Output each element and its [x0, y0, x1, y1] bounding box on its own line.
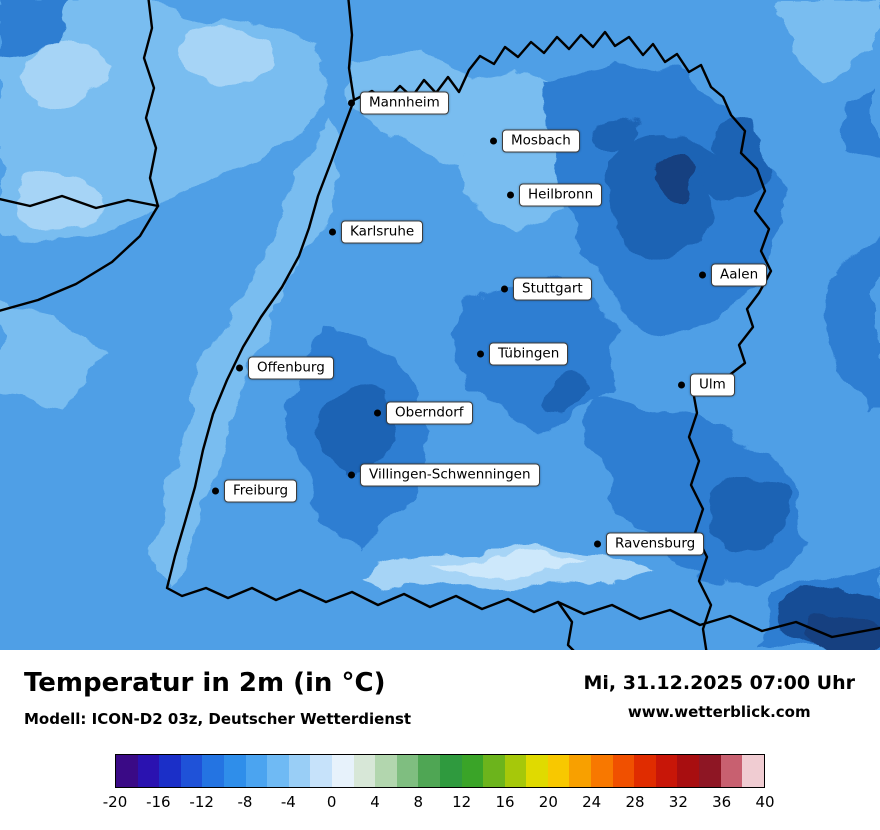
legend-color-segment [245, 755, 268, 787]
state-borders [0, 0, 880, 650]
city-dot-icon [501, 285, 508, 293]
city-label: Karlsruhe [341, 220, 424, 244]
model-info: Modell: ICON-D2 03z, Deutscher Wetterdie… [24, 710, 412, 728]
city-marker-ravensburg: Ravensburg [594, 532, 705, 556]
legend-color-segment [396, 755, 419, 787]
legend-tick: 0 [326, 793, 337, 811]
city-marker-villingen-schwenningen: Villingen-Schwenningen [348, 463, 540, 487]
city-marker-heilbronn: Heilbronn [507, 183, 603, 207]
legend-tick: 4 [370, 793, 380, 811]
city-marker-mosbach: Mosbach [490, 129, 580, 153]
city-label: Aalen [711, 263, 768, 287]
city-label: Freiburg [224, 479, 298, 503]
city-label: Ravensburg [606, 532, 705, 556]
legend-color-segment [310, 755, 332, 787]
city-dot-icon [348, 471, 355, 479]
city-dot-icon [699, 271, 706, 279]
legend-color-segment [288, 755, 311, 787]
city-label: Villingen-Schwenningen [360, 463, 540, 487]
legend-color-segment [331, 755, 354, 787]
legend-tick: 24 [582, 793, 602, 811]
datetime-block: Mi, 31.12.2025 07:00 Uhr www.wetterblick… [584, 672, 855, 721]
city-label: Offenburg [248, 356, 334, 380]
legend-tick: -4 [280, 793, 296, 811]
city-marker-ulm: Ulm [678, 373, 735, 397]
city-marker-freiburg: Freiburg [212, 479, 298, 503]
temperature-map: Mannheim Mosbach Heilbronn Karlsruhe Stu… [0, 0, 880, 650]
legend-color-segment [353, 755, 376, 787]
city-marker-aalen: Aalen [699, 263, 768, 287]
city-marker-mannheim: Mannheim [348, 91, 449, 115]
legend-color-segment [116, 755, 138, 787]
legend-tick: 32 [668, 793, 688, 811]
legend-tick: 16 [495, 793, 515, 811]
city-dot-icon [477, 350, 484, 358]
legend-color-segment [677, 755, 700, 787]
city-dot-icon [348, 99, 355, 107]
legend-color-segment [418, 755, 440, 787]
city-label: Tübingen [489, 342, 569, 366]
legend-color-segment [526, 755, 548, 787]
legend-color-segment [159, 755, 181, 787]
legend-color-segment [720, 755, 743, 787]
temperature-legend: -20 -16 -12 -8 -4 0 4 8 12 16 20 24 28 3… [103, 754, 775, 815]
city-label: Mannheim [360, 91, 449, 115]
legend-color-segment [267, 755, 289, 787]
legend-ticks: -20 -16 -12 -8 -4 0 4 8 12 16 20 24 28 3… [103, 793, 775, 815]
legend-color-segment [137, 755, 160, 787]
legend-color-segment [612, 755, 635, 787]
legend-tick: -8 [237, 793, 253, 811]
legend-bar [115, 754, 765, 788]
legend-color-segment [461, 755, 484, 787]
legend-color-segment [591, 755, 613, 787]
legend-tick: -12 [189, 793, 214, 811]
info-panel: Temperatur in 2m (in °C) Modell: ICON-D2… [0, 650, 880, 830]
city-dot-icon [678, 381, 685, 389]
legend-tick: 20 [538, 793, 558, 811]
city-label: Heilbronn [519, 183, 603, 207]
legend-color-segment [439, 755, 462, 787]
legend-color-segment [569, 755, 592, 787]
legend-tick: 40 [755, 793, 775, 811]
legend-color-segment [483, 755, 505, 787]
legend-color-segment [547, 755, 570, 787]
legend-tick: 28 [625, 793, 645, 811]
legend-tick: -16 [146, 793, 171, 811]
forecast-datetime: Mi, 31.12.2025 07:00 Uhr [583, 672, 855, 694]
website-url: www.wetterblick.com [627, 703, 811, 721]
city-marker-oberndorf: Oberndorf [374, 401, 473, 425]
city-label: Mosbach [502, 129, 580, 153]
legend-color-segment [375, 755, 397, 787]
legend-color-segment [742, 755, 764, 787]
legend-tick: 36 [712, 793, 732, 811]
city-label: Oberndorf [386, 401, 473, 425]
legend-color-segment [223, 755, 246, 787]
legend-color-segment [180, 755, 203, 787]
legend-color-segment [202, 755, 224, 787]
legend-color-segment [699, 755, 721, 787]
legend-color-segment [655, 755, 678, 787]
city-dot-icon [594, 540, 601, 548]
city-label: Stuttgart [513, 277, 592, 301]
city-dot-icon [212, 487, 219, 495]
legend-color-segment [634, 755, 656, 787]
legend-color-segment [504, 755, 527, 787]
legend-tick: 8 [413, 793, 424, 811]
city-dot-icon [507, 191, 514, 199]
city-marker-offenburg: Offenburg [236, 356, 334, 380]
city-dot-icon [329, 228, 336, 236]
city-label: Ulm [690, 373, 735, 397]
page-title: Temperatur in 2m (in °C) [24, 668, 386, 698]
city-marker-karlsruhe: Karlsruhe [329, 220, 424, 244]
city-marker-stuttgart: Stuttgart [501, 277, 592, 301]
legend-tick: 12 [452, 793, 472, 811]
city-dot-icon [236, 364, 243, 372]
legend-tick: -20 [102, 793, 128, 811]
city-marker-tuebingen: Tübingen [477, 342, 569, 366]
city-dot-icon [490, 137, 497, 145]
city-dot-icon [374, 409, 381, 417]
